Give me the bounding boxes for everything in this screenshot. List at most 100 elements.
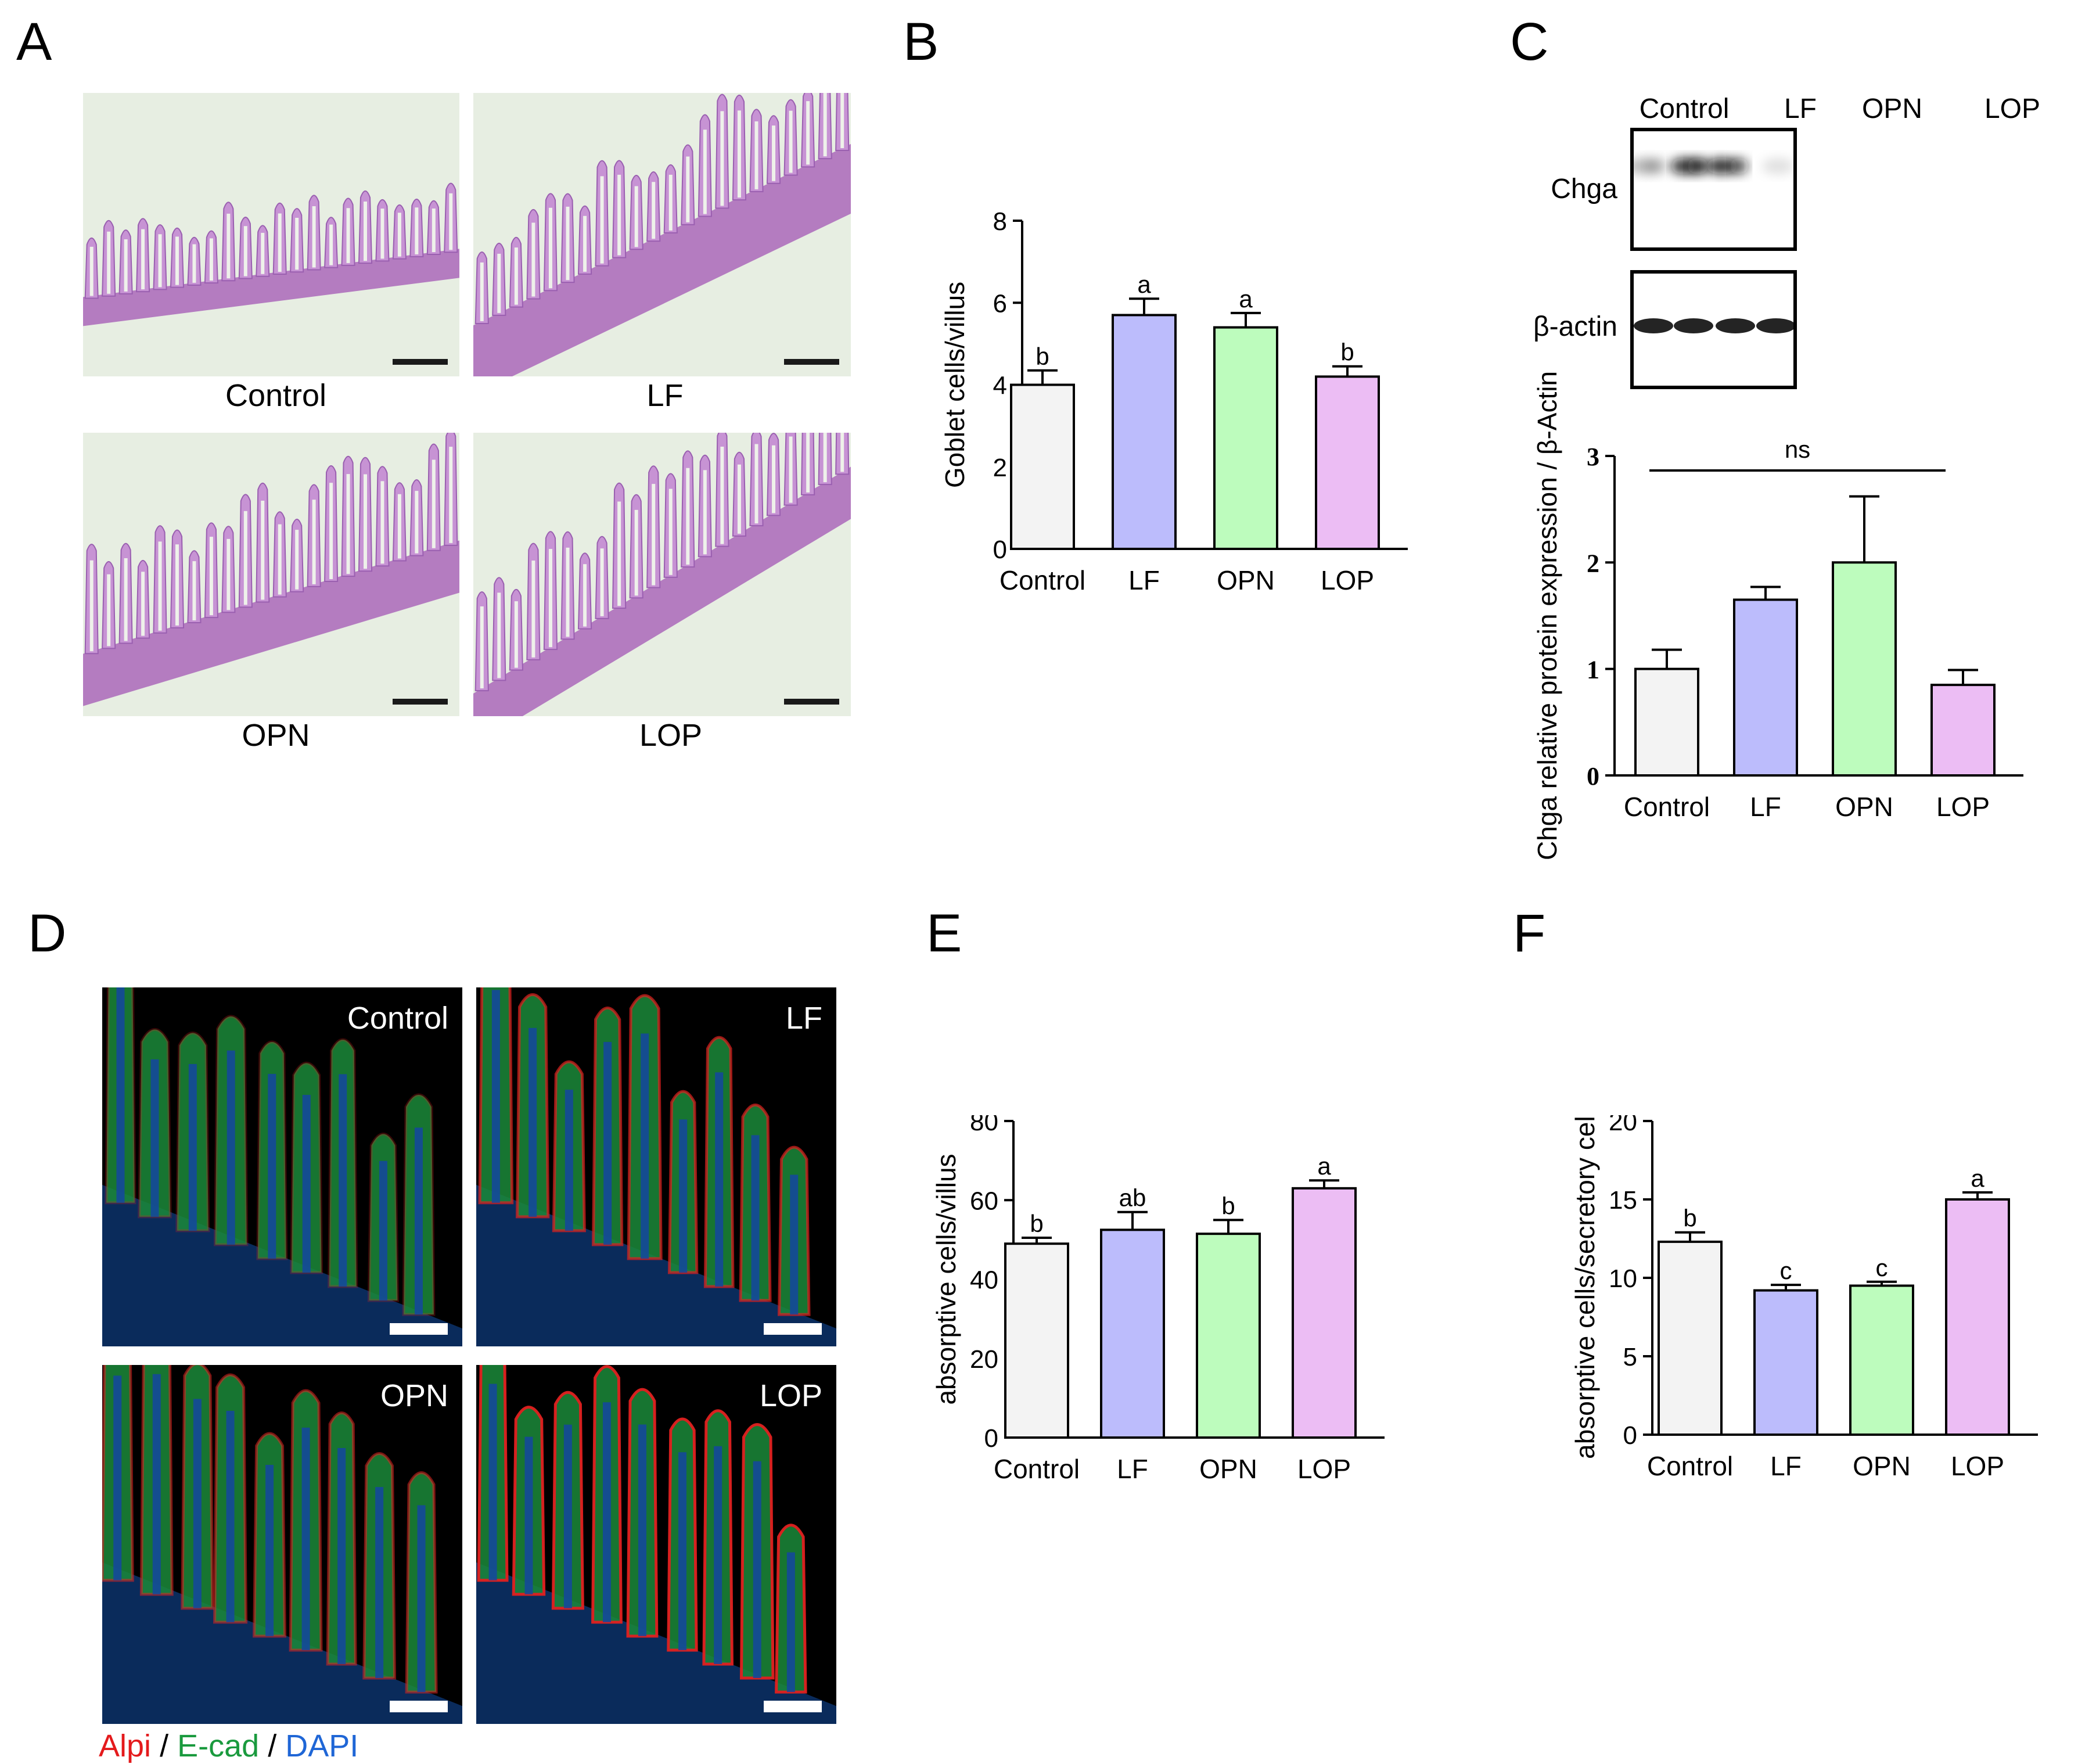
- chart-b-bar-control: [1010, 383, 1075, 550]
- histology-villus-core: [772, 445, 776, 513]
- chart-e-y-tick-label: 60: [970, 1187, 998, 1215]
- histology-villus-core: [514, 247, 518, 305]
- histology-villus-core: [583, 215, 587, 272]
- fluor-villus-nuclei: [337, 1448, 346, 1664]
- histology-villus-core: [668, 488, 673, 575]
- chart-b-y-axis-label: Goblet cells/villus: [940, 282, 970, 488]
- chart-b-y-tick-label: 0: [993, 536, 1007, 564]
- chart-absorptive-secretory-ratio: 0 5 10 15 20 absorptive cells/secretory cells…: [1556, 1115, 2079, 1533]
- fluor-villus-nuclei: [488, 1384, 497, 1580]
- histology-villus-core: [295, 217, 299, 270]
- histology-villus-core: [652, 484, 656, 585]
- histology-villus-core: [278, 213, 282, 272]
- fluor-villus-nuclei: [188, 1064, 197, 1231]
- histology-villus-core: [634, 186, 638, 247]
- chart-f-y-tick-label: 15: [1609, 1186, 1637, 1215]
- histology-villus-core: [192, 244, 196, 283]
- blot-lane-opn: OPN: [1861, 94, 1922, 124]
- histology-villus-core: [600, 176, 604, 264]
- fluor-label-opn: OPN: [380, 1378, 448, 1413]
- chart-b-x-tick-label: LOP: [1321, 565, 1374, 595]
- fluor-villus-nuclei: [790, 1174, 799, 1315]
- fluor-villus-nuclei: [226, 1411, 235, 1622]
- legend-alpi: Alpi: [99, 1729, 152, 1763]
- chart-e-x-tick-label: LOP: [1297, 1454, 1351, 1484]
- histology-villus-core: [789, 436, 793, 503]
- fluor-image-control-drawing: [102, 987, 462, 1346]
- chart-c-y-tick-label: 1: [1587, 656, 1599, 684]
- histology-villus-core: [415, 491, 419, 554]
- fluor-villus-nuclei: [491, 990, 500, 1203]
- chart-f-bar-opn: [1849, 1284, 1914, 1436]
- histology-villus-core: [278, 524, 282, 595]
- histology-scale-bar: [784, 699, 839, 705]
- histology-villus-core: [364, 474, 367, 569]
- chart-c-ns-annotation: ns: [1785, 436, 1810, 463]
- chart-e-bar-lf: [1100, 1228, 1165, 1439]
- histology-villus-core: [840, 93, 844, 148]
- histology-villus-core: [243, 511, 247, 605]
- fluor-villus-nuclei: [268, 1073, 276, 1259]
- fluor-villus-nuclei: [113, 1375, 122, 1580]
- histology-villus-core: [789, 110, 793, 173]
- chart-b-x-tick-label: Control: [1000, 565, 1085, 595]
- fluor-villus-nuclei: [301, 1427, 310, 1650]
- fluor-scale-bar: [764, 1701, 822, 1712]
- fluor-villus-nuclei: [603, 1041, 612, 1245]
- histology-villus-core: [380, 209, 384, 259]
- histology-villus-core: [823, 433, 827, 483]
- histology-villus-core: [175, 236, 179, 285]
- chart-f-y-tick-label: 0: [1623, 1421, 1637, 1450]
- chart-f-significance-letter: c: [1876, 1254, 1888, 1281]
- fluor-image-lop: LOP: [476, 1365, 836, 1724]
- fluor-image-lf-drawing: [476, 987, 836, 1346]
- chart-c-bar-lf: [1733, 598, 1798, 777]
- histology-villus-core: [295, 530, 299, 590]
- chart-c-x-tick-label: LF: [1750, 792, 1781, 822]
- blot-lane-control: Control: [1639, 94, 1730, 124]
- panel-letter-f: F: [1513, 904, 1546, 963]
- histology-villus-core: [703, 470, 707, 555]
- chart-c-x-tick-label: OPN: [1835, 792, 1893, 822]
- fluor-villus-nuclei: [524, 1436, 533, 1594]
- histology-villus-core: [480, 606, 484, 689]
- fluor-villus-nuclei: [379, 1161, 387, 1301]
- fluor-villus-nuclei: [715, 1072, 724, 1287]
- histology-villus-core: [754, 121, 758, 189]
- histology-villus-core: [806, 101, 810, 165]
- histology-image-lop-drawing: [473, 433, 851, 716]
- histology-villus-core: [566, 547, 570, 637]
- histology-villus-core: [158, 234, 162, 288]
- chart-e-bar-opn: [1196, 1233, 1261, 1439]
- histology-villus-core: [686, 156, 690, 222]
- chart-c-y-tick-label: 2: [1587, 549, 1599, 577]
- histology-villus-core: [261, 232, 265, 274]
- blot-chga-band: [1761, 158, 1793, 174]
- chart-e-x-tick-label: OPN: [1199, 1454, 1257, 1484]
- chart-b-y-tick-label: 4: [993, 372, 1007, 400]
- histology-villus-core: [703, 130, 707, 214]
- fluor-villus-nuclei: [375, 1487, 384, 1679]
- blot-chga-band: [1730, 158, 1749, 174]
- histology-muscle-layer: [473, 466, 851, 716]
- fluor-villus-nuclei: [227, 1050, 235, 1245]
- blot-lane-lf: LF: [1784, 94, 1817, 124]
- fluor-villus-nuclei: [265, 1464, 274, 1636]
- chart-b-significance-letter: b: [1036, 343, 1049, 370]
- chart-f-significance-letter: c: [1780, 1257, 1792, 1284]
- fluor-villus-nuclei: [638, 1424, 646, 1636]
- histology-villus-core: [312, 500, 316, 584]
- histology-villus-core: [227, 538, 231, 610]
- caption-lf: LF: [646, 378, 684, 413]
- blot-actin-band: [1634, 318, 1673, 333]
- chart-e-x-tick-label: LF: [1117, 1454, 1148, 1484]
- histology-villus-core: [158, 541, 162, 631]
- legend-sep-2: /: [268, 1729, 277, 1763]
- fluor-villus-nuclei: [786, 1552, 795, 1693]
- chart-f-x-tick-label: LF: [1770, 1451, 1802, 1481]
- histology-image-lop: [473, 433, 851, 716]
- chart-e-y-tick-label: 20: [970, 1345, 998, 1374]
- blot-row-chga: Chga: [1551, 174, 1617, 204]
- histology-villus-core: [243, 226, 247, 276]
- histology-villus-core: [548, 207, 552, 289]
